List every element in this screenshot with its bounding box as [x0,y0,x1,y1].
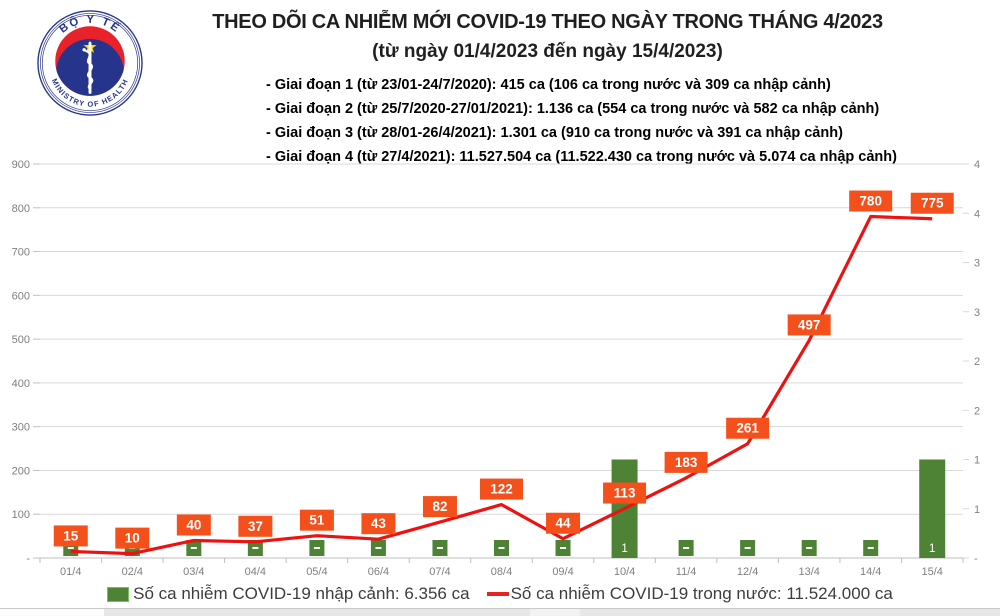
gridlines: 900 800 700 600 500 400 300 200 100 - [12,159,963,565]
phase-line-2: - Giai đoạn 2 (từ 25/7/2020-27/01/2021):… [266,101,880,117]
legend-item-domestic: Số ca nhiễm COVID-19 trong nước: 11.524.… [477,584,893,604]
x-axis-date-label: 08/4 [491,566,512,578]
right-axis-tick-label: 3 [974,258,980,270]
line-value-label-box [238,515,273,537]
logo-emblem [55,26,125,96]
left-axis-tick-label: 300 [12,422,30,434]
x-axis-date-label: 05/4 [306,566,327,578]
phase-summary: - Giai đoạn 1 (từ 23/01-24/7/2020): 415 … [266,73,897,169]
line-value-label-text: 775 [921,196,944,211]
header: THEO DÕI CA NHIỄM MỚI COVID-19 THEO NGÀY… [95,11,1000,63]
x-axis-date-label: 11/4 [676,566,697,578]
legend-domestic-label: Số ca nhiễm COVID-19 trong nước: 11.524.… [510,584,893,603]
domestic-cases-line [70,214,933,556]
line-value-label-box [603,482,647,504]
legend-bar-swatch-icon [107,586,130,602]
line-value-label-text: 122 [490,482,513,497]
x-axis-date-label: 12/4 [737,566,758,578]
x-axis-date-label: 06/4 [368,566,389,578]
covid-daily-chart: 900 800 700 600 500 400 300 200 100-4 4 3 3 2 2 1 1-01/… [0,158,1000,583]
left-axis-tick-label: 200 [12,465,30,477]
left-axis-tick-label: 600 [12,290,30,302]
line-value-label-box [849,190,893,212]
bottom-scrollbar-segment [530,609,580,616]
legend-imported-label: Số ca nhiễm COVID-19 nhập cảnh: 6.356 ca [133,584,470,603]
chart-legend: Số ca nhiễm COVID-19 nhập cảnh: 6.356 ca… [0,584,1000,604]
line-value-label-text: 183 [675,455,698,470]
left-axis-tick-label: 400 [12,378,30,390]
line-value-label-text: 40 [186,517,201,532]
page-subtitle: (từ ngày 01/4/2023 đến ngày 15/4/2023) [372,41,723,62]
right-axis-tick-label: 2 [974,405,980,417]
line-value-label-box [176,514,211,536]
bar-value-label: 1 [621,543,627,555]
page-title: THEO DÕI CA NHIỄM MỚI COVID-19 THEO NGÀY… [212,11,883,33]
line-value-label-box [664,451,708,473]
line-value-labels: 15 10 40 37 51 43 82 122 44 113 183 261 497 780 775 [53,190,954,549]
x-axis-date-label: 13/4 [798,566,819,578]
line-value-label-text: 113 [614,486,636,501]
right-axis-tick-label: 1 [974,455,980,467]
line-value-label-box [726,417,770,439]
right-axis-tick-label: 1 [974,504,980,516]
line-value-label-text: 44 [556,516,572,531]
line-value-label-text: 82 [432,499,447,514]
right-axis: 4 4 3 3 2 2 1 1 - [963,159,980,565]
line-value-label-box [546,512,581,534]
phase-line-1: - Giai đoạn 1 (từ 23/01-24/7/2020): 415 … [266,77,831,93]
bottom-divider [0,608,1000,609]
right-axis-tick-label: 4 [974,159,980,171]
line-value-label-text: 51 [309,513,325,528]
right-axis-tick-label: 4 [974,208,980,220]
x-axis-date-label: 07/4 [429,566,450,578]
line-value-label-text: 37 [248,519,263,534]
x-axis-date-label: 15/4 [922,566,943,578]
x-axis-date-label: 09/4 [552,566,573,578]
x-axis-date-label: 02/4 [122,566,143,578]
legend-item-imported: Số ca nhiễm COVID-19 nhập cảnh: 6.356 ca [107,584,470,604]
line-value-label-box [299,509,334,531]
left-axis-tick-label: 100 [12,509,30,521]
line-value-label-text: 15 [63,528,79,543]
line-value-label-box [422,496,457,518]
x-axis-date-label: 01/4 [60,566,81,578]
line-value-label-text: 261 [736,421,759,436]
line-value-label-text: 10 [125,531,140,546]
left-axis-tick-label: 900 [12,159,30,171]
line-value-label-box [480,478,523,500]
bar-imported-cases [919,459,946,558]
line-value-label-text: 43 [371,516,387,531]
right-axis-tick-label: 3 [974,307,980,319]
line-value-label-box [53,525,88,547]
right-axis-tick-label: 2 [974,356,980,368]
line-value-label-box [910,192,954,214]
line-value-label-text: 780 [859,194,882,209]
right-axis-tick-label: - [974,553,978,565]
legend-line-swatch-icon [486,592,509,596]
left-axis-tick-label: 700 [12,247,30,259]
line-value-label-box [115,527,150,549]
left-axis-tick-label: - [26,553,30,565]
phase-line-3: - Giai đoạn 3 (từ 28/01-26/4/2021): 1.30… [266,125,843,141]
x-axis-date-label: 03/4 [183,566,204,578]
line-value-label-box [787,314,831,336]
line-value-label-box [361,513,396,535]
x-axis-date-label: 04/4 [245,566,266,578]
logo-staff-snake-icon [82,41,94,94]
x-axis: 01/4 02/4 03/4 04/4 05/4 06/4 07/4 08/4 09/4 10/4… [39,558,964,578]
x-axis-date-label: 14/4 [860,566,881,578]
bottom-scrollbar-segment [0,609,104,616]
ministry-of-health-logo: BỘ Y TẾ MINISTRY OF HEALTH [37,10,143,116]
line-value-label-text: 497 [798,317,821,332]
bar-value-label: 1 [929,543,935,555]
phase-line-4: - Giai đoạn 4 (từ 27/4/2021): 11.527.504… [266,149,897,165]
x-axis-date-label: 10/4 [614,566,635,578]
left-axis-tick-label: 500 [12,334,30,346]
left-axis-tick-label: 800 [12,203,30,215]
bottom-scrollbar-track [0,609,1000,616]
